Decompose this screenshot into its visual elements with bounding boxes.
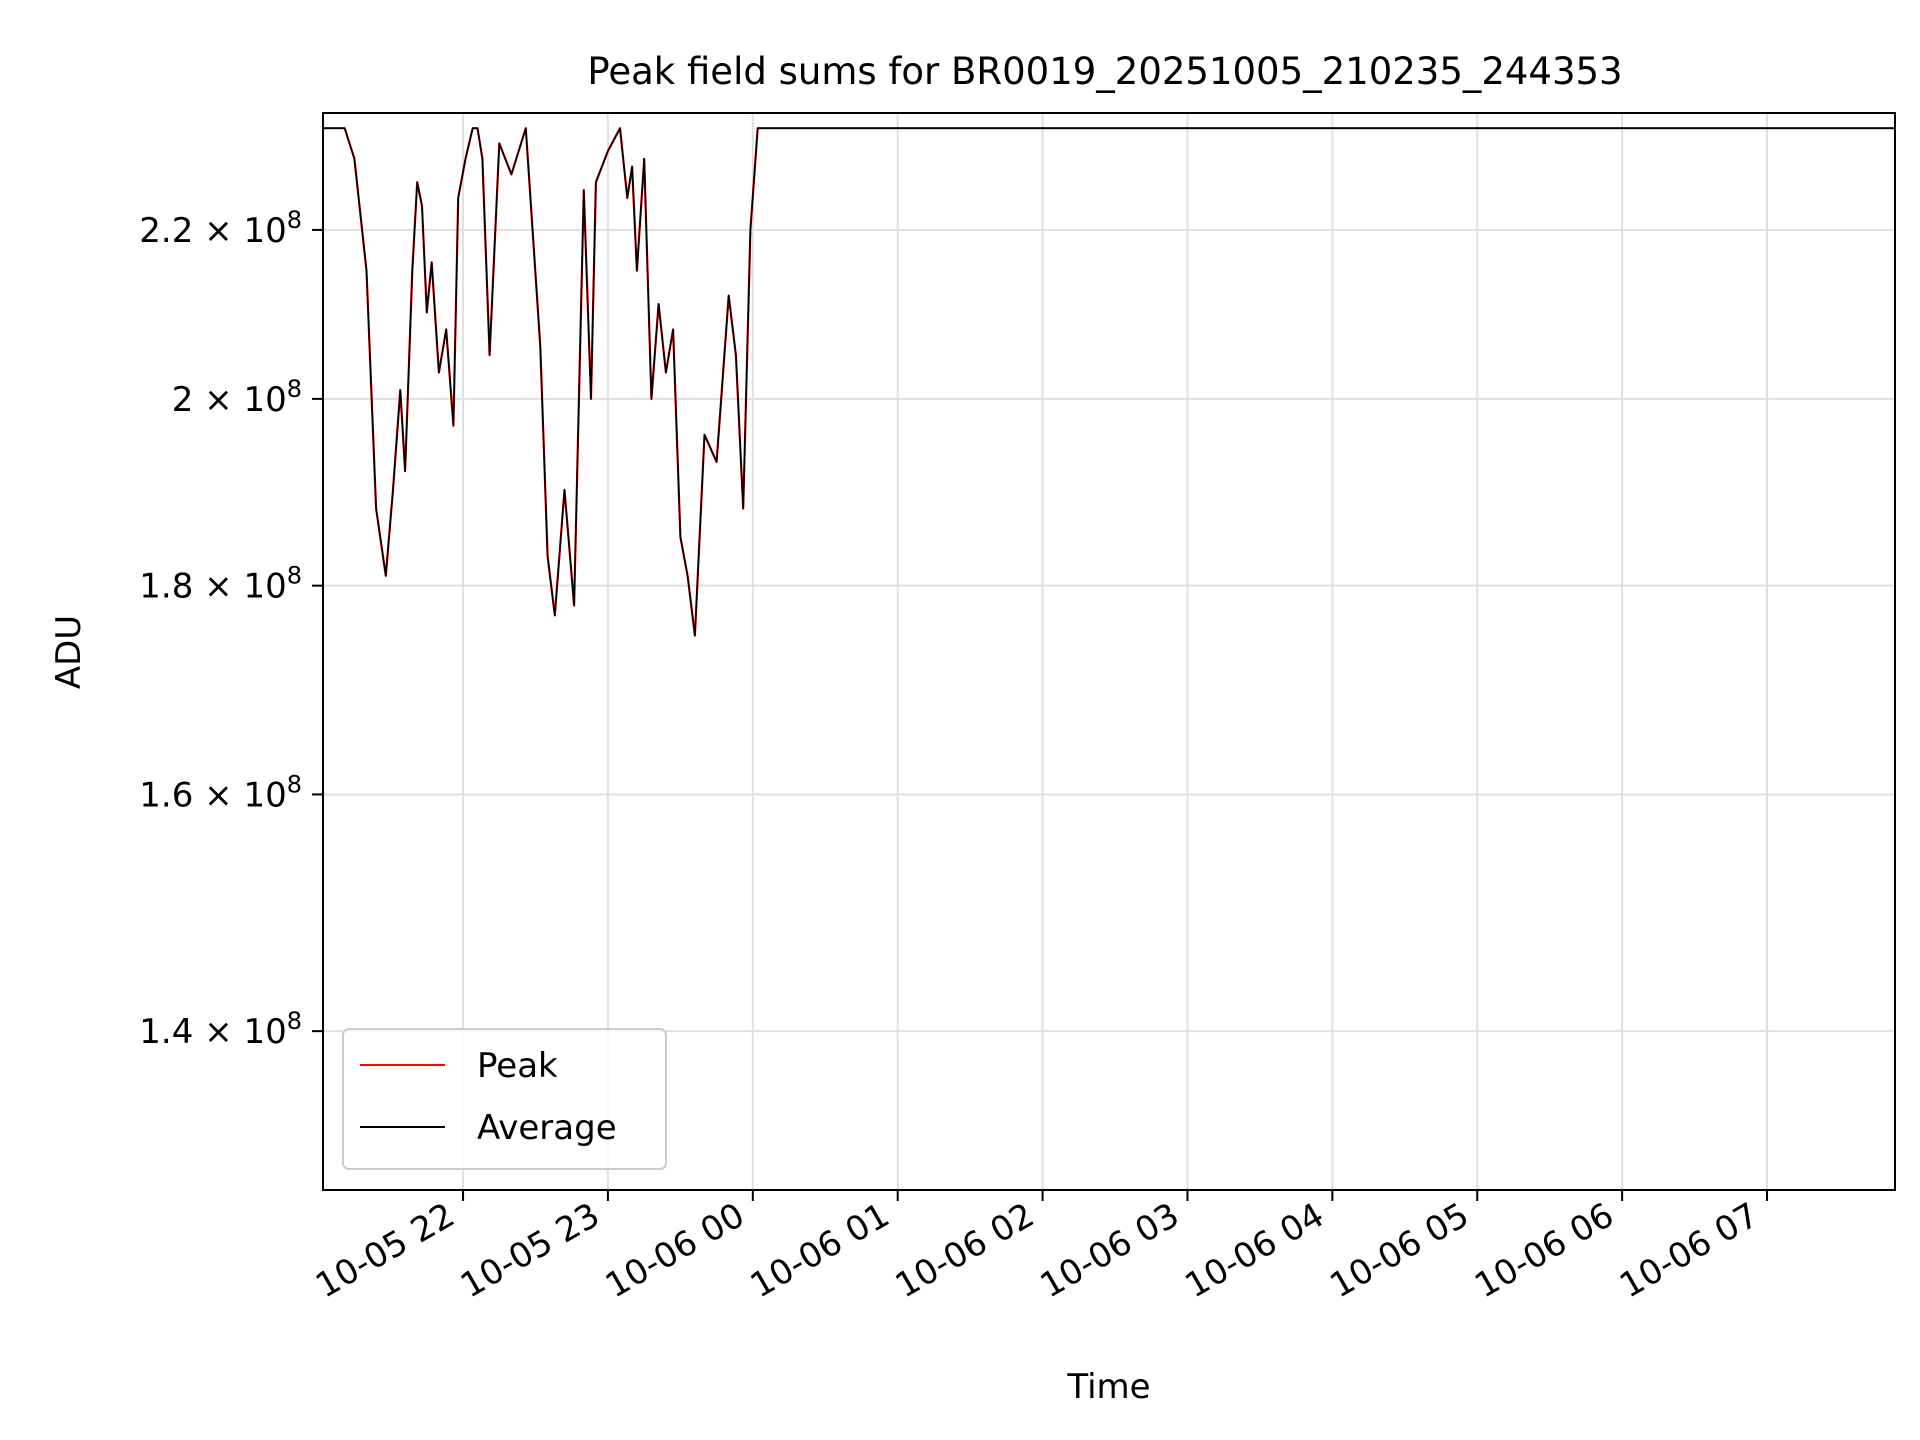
x-tick-label: 10-06 06 [1468,1195,1620,1306]
x-tick-label: 10-06 04 [1178,1195,1330,1306]
y-tick-label: 2 × 108 [172,375,302,420]
y-axis: 1.4 × 108 1.6 × 108 1.8 × 108 2 × 108 2.2 × … [139,206,323,1052]
x-tick-label: 10-06 02 [889,1195,1041,1306]
x-tick-label: 10-06 05 [1323,1195,1475,1306]
y-tick-label: 2.2 × 108 [139,206,302,251]
y-tick-label: 1.6 × 108 [139,770,302,815]
chart-title: Peak field sums for BR0019_20251005_2102… [587,50,1622,93]
legend: Peak Average [342,1028,667,1170]
x-tick-label: 10-05 23 [454,1195,606,1306]
legend-label-average: Average [477,1108,617,1148]
legend-label-peak: Peak [477,1046,558,1086]
x-tick-label: 10-06 00 [599,1195,751,1306]
y-axis-label: ADU [49,615,89,689]
axes-frame [322,112,1896,1191]
plot-area [323,127,1895,637]
x-tick-label: 10-06 01 [744,1195,896,1306]
x-tick-label: 10-06 07 [1613,1195,1765,1306]
x-tick-label: 10-06 03 [1034,1195,1186,1306]
y-tick-label: 1.4 × 108 [139,1007,302,1052]
x-tick-label: 10-05 22 [309,1195,461,1306]
series-line-average [323,127,1895,637]
y-tick-label: 1.8 × 108 [139,562,302,607]
x-axis-label: Time [1066,1367,1150,1407]
